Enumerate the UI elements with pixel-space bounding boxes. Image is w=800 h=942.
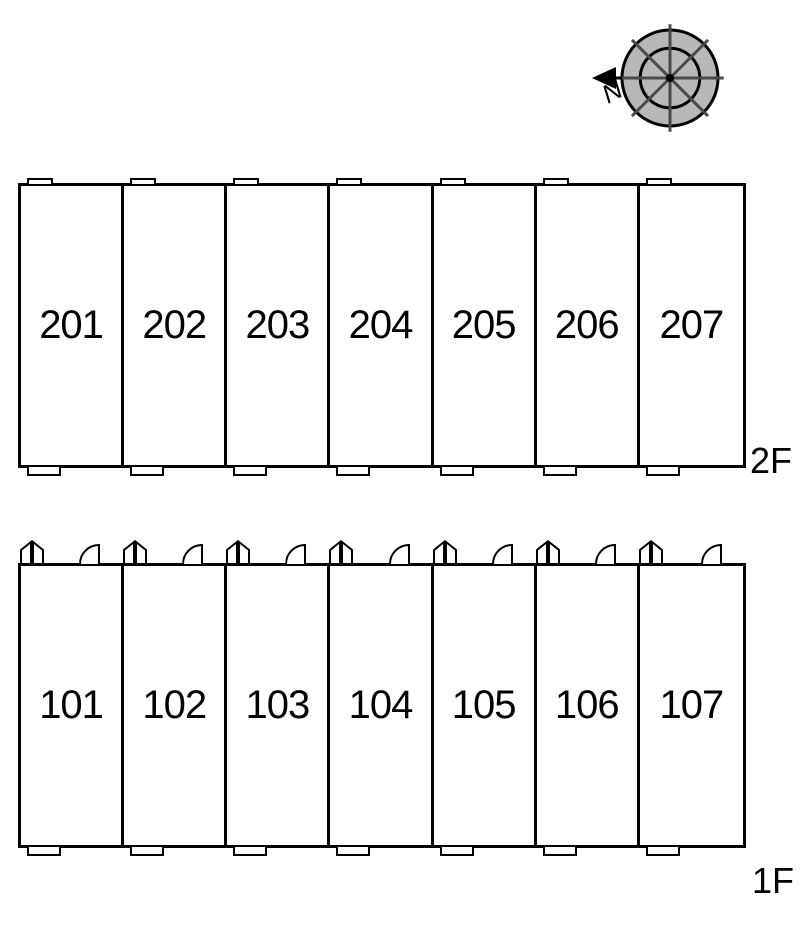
unit-bottom-tab <box>130 465 164 476</box>
unit-top-tab <box>646 178 672 186</box>
unit-bottom-tab <box>336 465 370 476</box>
door-swing-line <box>98 544 100 564</box>
door-swing-line <box>408 544 410 564</box>
unit-105: 105 <box>434 566 537 845</box>
unit-label-101: 101 <box>39 683 103 728</box>
unit-bottom-tab <box>336 845 370 856</box>
unit-label-104: 104 <box>349 683 413 728</box>
unit-101: 101 <box>21 566 124 845</box>
floor-1f-label: 1F <box>752 860 794 902</box>
door-leaf-icon <box>328 540 354 564</box>
unit-201: 201 <box>21 186 124 465</box>
door-leaf-icon <box>432 540 458 564</box>
unit-202: 202 <box>124 186 227 465</box>
unit-106: 106 <box>537 566 640 845</box>
unit-top-tab <box>543 178 569 186</box>
floor-1f-row: 101 102 103 104 105 106 107 <box>18 563 746 848</box>
door-leaf-icon <box>122 540 148 564</box>
door-swing-line <box>511 544 513 564</box>
unit-top-tab <box>440 178 466 186</box>
unit-label-103: 103 <box>245 683 309 728</box>
compass-svg: N <box>540 0 740 178</box>
unit-bottom-tab <box>646 845 680 856</box>
unit-107: 107 <box>640 566 743 845</box>
unit-bottom-tab <box>233 465 267 476</box>
unit-203: 203 <box>227 186 330 465</box>
door-leaf-icon <box>638 540 664 564</box>
unit-207: 207 <box>640 186 743 465</box>
door-swing-line <box>720 544 722 564</box>
unit-label-105: 105 <box>452 683 516 728</box>
floor-2f: 201202203204205206207 2F <box>18 183 746 468</box>
unit-bottom-tab <box>233 845 267 856</box>
unit-104: 104 <box>330 566 433 845</box>
unit-205: 205 <box>434 186 537 465</box>
unit-bottom-tab <box>646 465 680 476</box>
unit-bottom-tab <box>440 465 474 476</box>
unit-bottom-tab <box>27 465 61 476</box>
floor-2f-label: 2F <box>750 440 792 482</box>
door-leaf-icon <box>535 540 561 564</box>
unit-top-tab <box>233 178 259 186</box>
unit-top-tab <box>27 178 53 186</box>
unit-bottom-tab <box>27 845 61 856</box>
door-swing-line <box>304 544 306 564</box>
door-leaf-icon <box>19 540 45 564</box>
unit-label-204: 204 <box>349 303 413 348</box>
unit-204: 204 <box>330 186 433 465</box>
unit-bottom-tab <box>543 465 577 476</box>
unit-103: 103 <box>227 566 330 845</box>
unit-102: 102 <box>124 566 227 845</box>
unit-bottom-tab <box>543 845 577 856</box>
door-leaf-icon <box>225 540 251 564</box>
unit-top-tab <box>336 178 362 186</box>
unit-label-202: 202 <box>142 303 206 348</box>
door-swing-line <box>614 544 616 564</box>
unit-label-206: 206 <box>555 303 619 348</box>
floor-1f: 101 102 103 104 105 106 107 1 <box>18 563 746 848</box>
unit-label-106: 106 <box>555 683 619 728</box>
unit-label-207: 207 <box>660 303 724 348</box>
unit-bottom-tab <box>130 845 164 856</box>
unit-label-205: 205 <box>452 303 516 348</box>
unit-label-107: 107 <box>660 683 724 728</box>
unit-top-tab <box>130 178 156 186</box>
unit-206: 206 <box>537 186 640 465</box>
unit-label-201: 201 <box>39 303 103 348</box>
floor-2f-row: 201 202 203 204 205 206 207 <box>18 183 746 468</box>
unit-label-203: 203 <box>245 303 309 348</box>
door-swing-line <box>201 544 203 564</box>
unit-label-102: 102 <box>142 683 206 728</box>
unit-bottom-tab <box>440 845 474 856</box>
